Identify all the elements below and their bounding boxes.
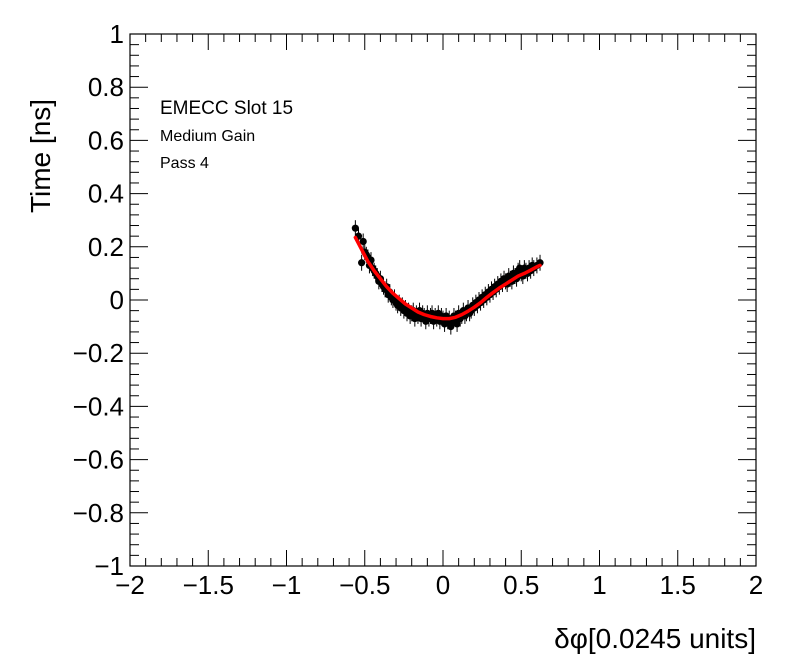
y-tick-label: −0.6 <box>73 445 124 475</box>
data-point <box>358 259 366 267</box>
fit-curve <box>353 235 542 321</box>
y-tick-label: 1 <box>110 19 124 49</box>
axis-ticks <box>129 33 757 567</box>
x-axis-title: δφ[0.0245 units] <box>554 623 756 654</box>
y-tick-label: 0.8 <box>88 72 124 102</box>
y-tick-label: −1 <box>94 551 124 581</box>
annotation-pass: Pass 4 <box>160 155 209 172</box>
x-tick-label: 0.5 <box>503 570 539 600</box>
data-point <box>453 320 461 328</box>
annotation-gain: Medium Gain <box>160 128 255 145</box>
y-tick-label: 0.4 <box>88 179 124 209</box>
x-tick-label: −2 <box>115 570 145 600</box>
fit-curve-group <box>353 235 542 321</box>
x-tick-label: −0.5 <box>339 570 390 600</box>
y-tick-label: −0.2 <box>73 338 124 368</box>
y-tick-label: −0.4 <box>73 391 124 421</box>
x-tick-label: 0 <box>436 570 450 600</box>
x-tick-label: −1.5 <box>183 570 234 600</box>
x-tick-label: 1 <box>592 570 606 600</box>
y-tick-label: 0.6 <box>88 125 124 155</box>
y-tick-label: 0.2 <box>88 232 124 262</box>
x-tick-label: 1.5 <box>660 570 696 600</box>
x-tick-label: −1 <box>272 570 302 600</box>
y-axis-title: Time [ns] <box>25 99 56 213</box>
y-tick-label: 0 <box>110 285 124 315</box>
annotation-slot: EMECC Slot 15 <box>160 98 293 119</box>
axis-tick-labels: −2 −1.5 −1 −0.5 0 0.5 1 1.5 2 −1 −0.8 −0.6 −0.4 −0.2 0… <box>73 19 764 600</box>
x-tick-label: 2 <box>749 570 763 600</box>
y-tick-label: −0.8 <box>73 498 124 528</box>
data-point <box>359 237 367 246</box>
data-point <box>351 224 359 232</box>
